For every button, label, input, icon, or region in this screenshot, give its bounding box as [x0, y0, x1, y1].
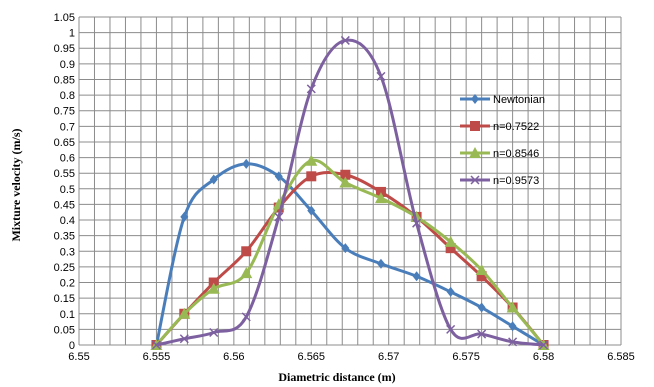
series-point	[306, 84, 316, 94]
series-point	[539, 340, 549, 350]
y-tick-label: 0.6	[60, 153, 75, 165]
y-tick-label: 0.45	[54, 199, 75, 211]
series-point	[179, 334, 189, 344]
y-tick-label: 0.55	[54, 168, 75, 180]
series-point	[477, 329, 487, 339]
legend-marker	[471, 94, 479, 104]
series-point	[242, 158, 251, 169]
y-tick-label: 0.95	[54, 43, 75, 55]
y-tick-label: 0.3	[60, 246, 75, 258]
x-tick-label: 6.565	[298, 351, 326, 363]
y-tick-label: 1.05	[54, 12, 75, 24]
chart-legend: Newtonian n=0.7522 n=0.8546 n=0.9573	[460, 94, 545, 187]
y-tick-label: 0.5	[60, 184, 75, 196]
series-point	[240, 267, 253, 279]
series-point	[376, 71, 386, 81]
y-tick-label: 0.2	[60, 278, 75, 290]
legend-marker	[469, 147, 481, 158]
y-tick-label: 0.05	[54, 324, 75, 336]
series-point	[444, 235, 457, 247]
series-point	[412, 218, 422, 228]
x-tick-label: 6.575	[452, 351, 480, 363]
legend-label: n=0.8546	[493, 148, 539, 160]
series-point	[339, 176, 352, 188]
y-tick-label: 0.7	[60, 121, 75, 133]
series-point	[477, 302, 486, 313]
series-point	[508, 337, 518, 347]
x-tick-label: 6.555	[143, 351, 171, 363]
x-tick-label: 6.57	[378, 351, 399, 363]
y-tick-label: 0.15	[54, 293, 75, 305]
series-point	[274, 171, 283, 182]
series-point	[274, 212, 284, 222]
x-tick-label: 6.58	[533, 351, 554, 363]
x-tick-label: 6.56	[223, 351, 244, 363]
y-tick-label: 0.8	[60, 90, 75, 102]
legend-marker	[470, 121, 480, 131]
series-point	[340, 169, 351, 180]
series-point	[446, 286, 455, 297]
series-point	[375, 186, 386, 197]
series-point	[508, 321, 517, 332]
x-axis-title: Diametric distance (m)	[278, 370, 395, 384]
legend-label: n=0.9573	[493, 175, 539, 187]
y-tick-label: 0	[69, 340, 75, 352]
chart-series	[150, 35, 550, 350]
series-point	[374, 192, 387, 204]
series-point	[445, 243, 456, 254]
series-point	[209, 327, 219, 338]
y-tick-label: 1	[69, 28, 75, 40]
series-point	[151, 340, 161, 350]
legend-label: n=0.7522	[493, 121, 539, 133]
series-point	[476, 271, 487, 282]
y-axis-tick-labels: 0 0.05 0.1 0.15 0.2 0.25 0.3 0.35 0.4 0.45 0.5 0.55…	[54, 12, 75, 352]
series-point	[306, 171, 317, 182]
series-point	[506, 301, 519, 313]
x-tick-label: 6.585	[607, 351, 635, 363]
y-tick-label: 0.1	[60, 309, 75, 321]
series-point	[341, 243, 350, 254]
series-point	[241, 246, 252, 257]
series-point	[446, 324, 456, 334]
y-tick-label: 0.9	[60, 59, 75, 71]
series-4	[151, 35, 549, 350]
series-point	[209, 174, 218, 185]
x-tick-label: 6.55	[68, 351, 89, 363]
series-point	[178, 307, 191, 319]
series-point	[207, 282, 220, 294]
series-point	[475, 264, 488, 276]
legend-label: Newtonian	[493, 94, 545, 106]
y-tick-label: 0.75	[54, 106, 75, 118]
y-tick-label: 0.85	[54, 74, 75, 86]
y-axis-title: Mixture velocity (m/s)	[9, 128, 23, 241]
series-point	[307, 205, 316, 216]
y-tick-label: 0.4	[60, 215, 75, 227]
series-point	[412, 271, 421, 282]
y-tick-label: 0.25	[54, 262, 75, 274]
series-point	[208, 277, 219, 288]
series-point	[180, 211, 189, 222]
y-tick-label: 0.65	[54, 137, 75, 149]
series-point	[340, 35, 350, 45]
series-point	[305, 154, 318, 166]
x-axis-tick-labels: 6.55 6.555 6.56 6.565 6.57 6.575 6.58 6.585	[68, 351, 634, 363]
series-point	[241, 312, 251, 322]
legend-marker	[470, 175, 480, 185]
series-point	[376, 258, 385, 269]
y-tick-label: 0.35	[54, 231, 75, 243]
